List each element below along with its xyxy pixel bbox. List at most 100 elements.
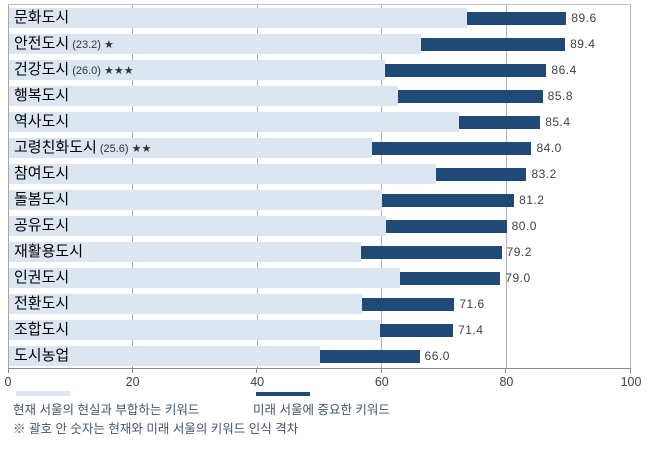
x-axis-tick-0 (8, 369, 9, 373)
bar-current (9, 216, 386, 236)
x-axis: 0 20 40 60 80 100 (5, 368, 641, 395)
bar-current (9, 8, 467, 28)
bar-future (362, 297, 455, 311)
chart-row: 재활용도시 79.2 (9, 239, 631, 265)
chart-row: 도시농업 66.0 (9, 343, 631, 369)
value-label: 89.6 (571, 11, 597, 25)
category-label: 도시농업 (14, 343, 69, 369)
category-label: 참여도시 (14, 161, 69, 187)
value-label: 84.0 (536, 141, 562, 155)
value-label: 81.2 (519, 193, 545, 207)
value-label: 79.0 (505, 271, 531, 285)
bar-future (459, 115, 541, 129)
category-name: 행복도시 (14, 88, 70, 104)
x-axis-tick-80 (505, 369, 507, 373)
bar-future (435, 167, 527, 181)
bar-future (399, 271, 501, 285)
bar-current (9, 34, 421, 54)
x-axis-tick-label-60: 60 (374, 375, 389, 389)
chart-row: 고령친화도시 (25.6) ★★ 84.0 (9, 135, 631, 161)
x-axis-tick-20 (131, 369, 133, 373)
category-name: 전환도시 (14, 296, 70, 312)
chart-row: 참여도시 83.2 (9, 161, 631, 187)
category-name: 재활용도시 (14, 244, 84, 260)
category-name: 돌봄도시 (14, 192, 70, 208)
bar-current (9, 190, 383, 210)
bar-future (320, 349, 420, 363)
value-label: 89.4 (570, 37, 596, 51)
category-name: 안전도시 (14, 36, 70, 52)
bar-current (9, 346, 320, 366)
x-axis-tick-label-20: 20 (125, 375, 140, 389)
gridline-40 (256, 5, 258, 368)
chart-row: 문화도시 89.6 (9, 5, 631, 31)
bar-current (9, 164, 436, 184)
chart-row: 전환도시 71.6 (9, 291, 631, 317)
bar-current (9, 242, 362, 262)
value-label: 71.4 (458, 323, 484, 337)
bar-future (372, 141, 532, 155)
x-axis-tick-label-100: 100 (620, 375, 642, 389)
value-label: 80.0 (511, 219, 537, 233)
legend-label-future: 미래 서울에 중요한 키워드 (253, 403, 390, 417)
category-name: 조합도시 (14, 322, 70, 338)
chart-row: 안전도시 (23.2) ★ 89.4 (9, 31, 631, 57)
bar-current (9, 268, 400, 288)
legend-swatch-current (16, 391, 70, 396)
gap-annotation: (25.6) ★★ (99, 143, 152, 155)
category-label: 건강도시 (26.0) ★★★ (14, 57, 134, 83)
bar-future (466, 11, 567, 25)
value-label: 85.4 (545, 115, 571, 129)
gap-annotation: (23.2) ★ (72, 39, 114, 51)
category-label: 문화도시 (14, 5, 69, 31)
category-label: 행복도시 (14, 83, 69, 109)
x-axis-tick-label-40: 40 (250, 375, 265, 389)
bar-current (9, 86, 399, 106)
category-name: 역사도시 (14, 114, 70, 130)
category-label: 인권도시 (14, 265, 69, 291)
legend-item-future: 미래 서울에 중요한 키워드 (253, 391, 390, 419)
bar-current (9, 294, 363, 314)
x-axis-tick-40 (256, 369, 258, 373)
plot-area: 문화도시 89.6 안전도시 (23.2) ★ 89.4 건강도시 (26.0) ★★★ 86… (8, 4, 631, 368)
gap-annotation: (26.0) ★★★ (72, 65, 134, 77)
bar-future (382, 193, 515, 207)
category-label: 고령친화도시 (25.6) ★★ (14, 135, 151, 161)
bar-future (420, 37, 566, 51)
legend-swatch-future (256, 392, 310, 396)
bar-future (385, 219, 507, 233)
gridline-80 (505, 5, 507, 368)
x-axis-tick-60 (380, 369, 382, 373)
value-label: 66.0 (424, 349, 450, 363)
chart-row: 행복도시 85.8 (9, 83, 631, 109)
value-label: 79.2 (506, 245, 532, 259)
chart-row: 역사도시 85.4 (9, 109, 631, 135)
value-label: 86.4 (551, 63, 577, 77)
category-label: 역사도시 (14, 109, 69, 135)
chart-row: 건강도시 (26.0) ★★★ 86.4 (9, 57, 631, 83)
legend-item-current: 현재 서울의 현실과 부합하는 키워드 (13, 391, 199, 419)
x-axis-tick-100 (630, 369, 631, 373)
value-label: 85.8 (547, 89, 574, 103)
gridline-20 (132, 5, 134, 368)
category-name: 건강도시 (14, 62, 70, 78)
value-label: 71.6 (459, 297, 485, 311)
category-label: 재활용도시 (14, 239, 83, 265)
chart-row: 공유도시 80.0 (9, 213, 631, 239)
bar-future (398, 89, 543, 103)
category-name: 참여도시 (14, 166, 70, 182)
category-label: 조합도시 (14, 317, 69, 343)
bar-current (9, 138, 373, 158)
bar-current (9, 112, 460, 132)
gridline-60 (381, 5, 383, 368)
category-label: 전환도시 (14, 291, 69, 317)
x-axis-tick-label-80: 80 (499, 375, 514, 389)
bar-future (379, 323, 454, 337)
chart-footnote: ※ 괄호 안 숫자는 현재와 미래 서울의 키워드 인식 격차 (13, 422, 299, 436)
chart-row: 인권도시 79.0 (9, 265, 631, 291)
category-label: 안전도시 (23.2) ★ (14, 31, 114, 57)
bar-current (9, 60, 385, 80)
category-name: 도시농업 (14, 348, 70, 364)
category-name: 고령친화도시 (14, 140, 97, 156)
